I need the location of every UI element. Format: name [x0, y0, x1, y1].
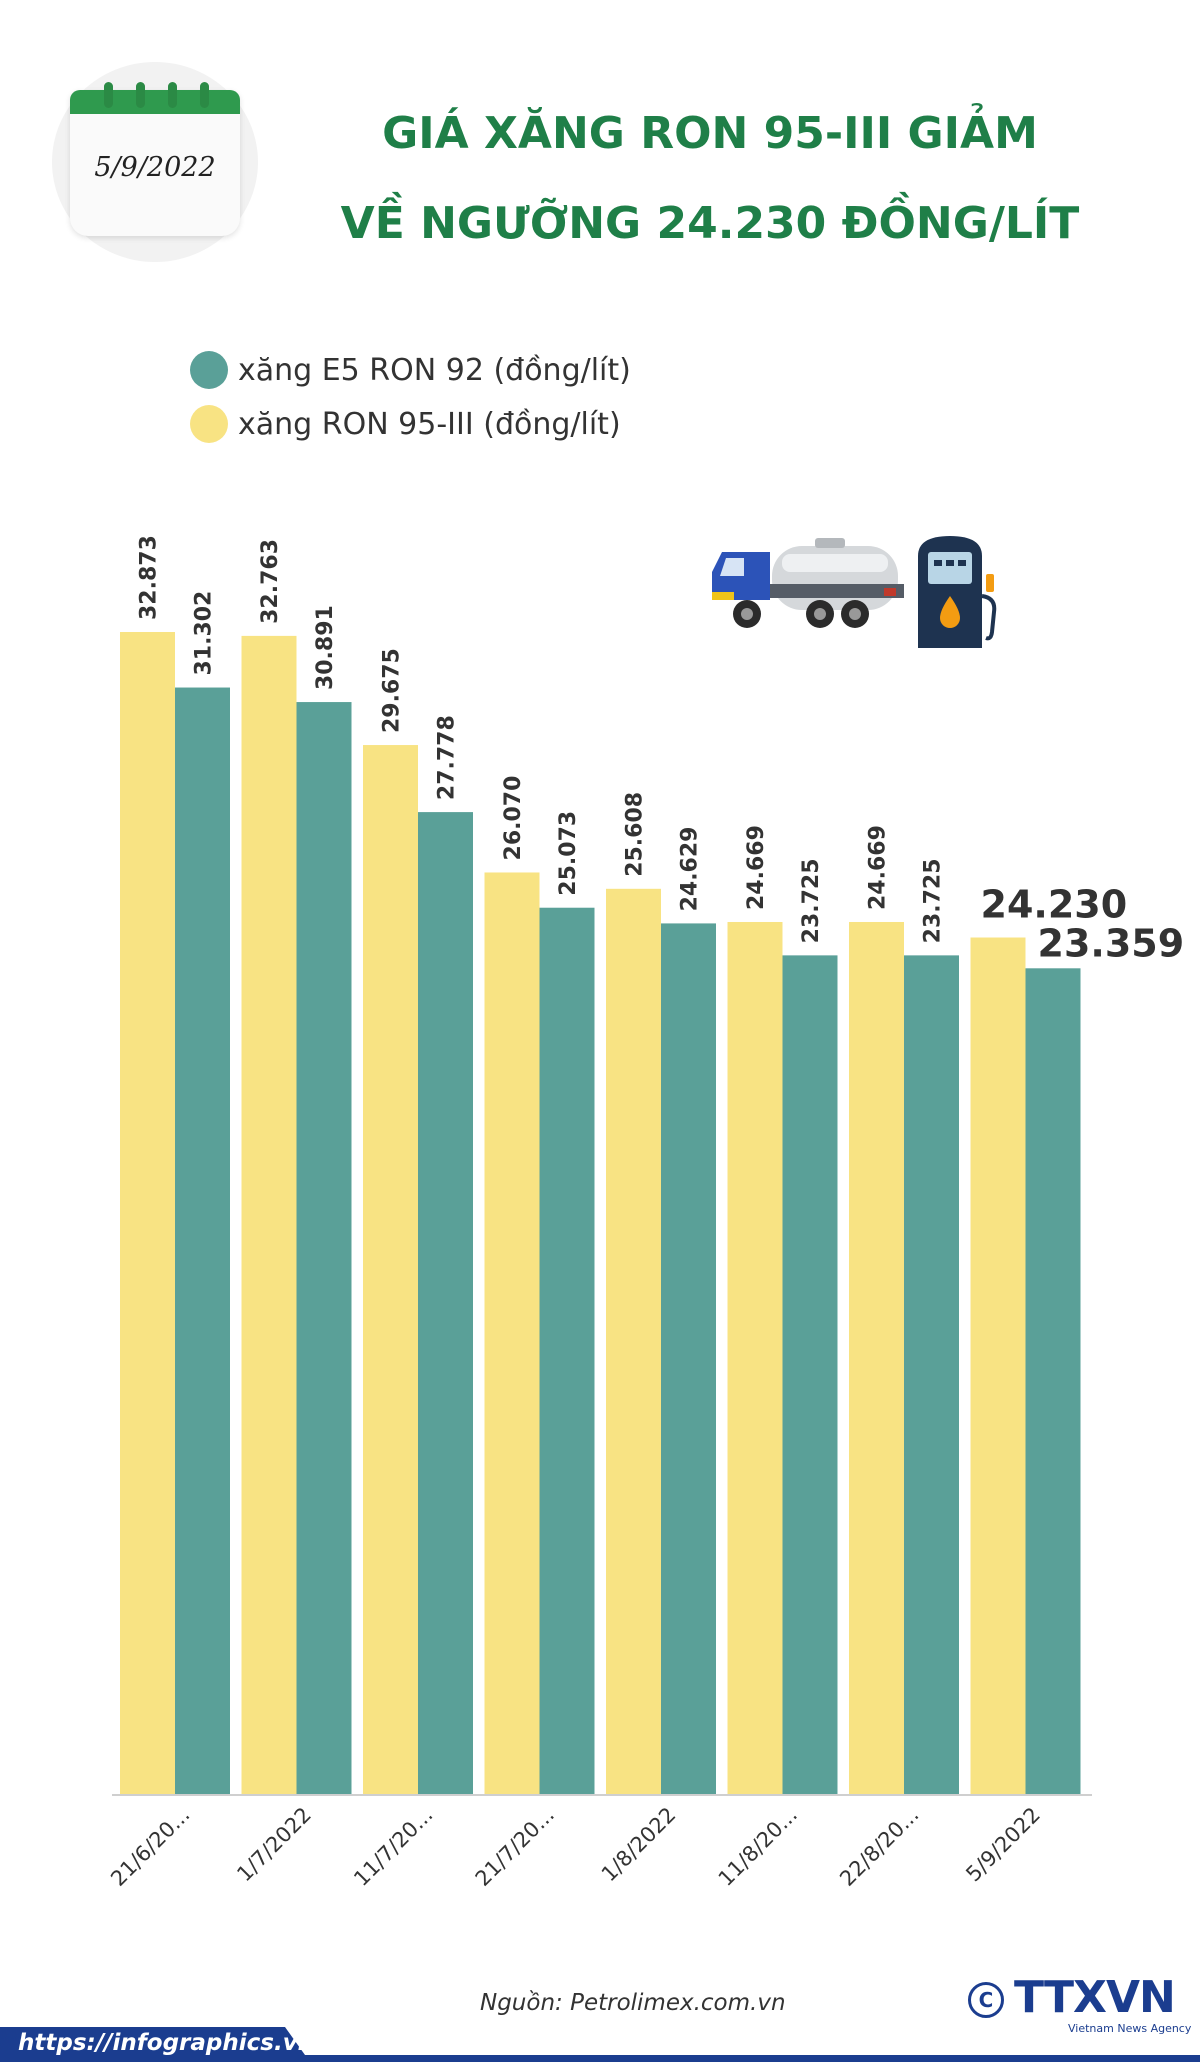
copyright-icon: C — [968, 1982, 1004, 2018]
value-label-e5: 23.725 — [799, 858, 824, 943]
bar-e5 — [782, 955, 838, 1794]
footer-website-link[interactable]: https://infographics.vn — [18, 2030, 315, 2056]
legend-swatch-e5 — [190, 351, 228, 389]
value-labels-group: 32.873 31.302 32.763 30.891 29.675 27.778 26.0… — [137, 535, 1185, 965]
bar-e5 — [296, 702, 352, 1794]
bar-e5 — [418, 812, 473, 1794]
footer-line — [300, 2055, 1200, 2062]
bar-ron95 — [970, 937, 1026, 1794]
value-label-e5: 27.778 — [435, 715, 460, 800]
bar-e5 — [175, 687, 230, 1794]
legend-label-e5: xăng E5 RON 92 (đồng/lít) — [238, 352, 631, 388]
legend-item-ron95: xăng RON 95-III (đồng/lít) — [190, 404, 621, 444]
bars-group — [112, 632, 1092, 1796]
ttxvn-logo-subtitle: Vietnam News Agency — [1068, 2022, 1192, 2035]
fuel-pump-icon — [918, 536, 997, 648]
calendar-badge: 5/9/2022 — [52, 62, 258, 262]
x-tick-label: 1/8/2022 — [597, 1803, 681, 1887]
value-label-ron95: 25.608 — [623, 792, 648, 877]
value-label-ron95: 24.230 — [981, 883, 1128, 927]
x-tick-label: 1/7/2022 — [232, 1803, 316, 1887]
x-tick-label: 21/7/20... — [471, 1803, 559, 1891]
ttxvn-logo: TTXVN — [1014, 1972, 1176, 2023]
value-label-ron95: 32.763 — [258, 539, 283, 624]
calendar-icon: 5/9/2022 — [70, 90, 240, 236]
value-label-ron95: 32.873 — [137, 535, 162, 620]
tanker-truck-icon — [712, 538, 904, 628]
bar-e5 — [539, 907, 595, 1794]
bar-ron95 — [727, 921, 783, 1794]
value-label-e5: 23.359 — [1038, 921, 1185, 965]
calendar-ring-icon — [136, 82, 145, 108]
footer-bar — [0, 2027, 310, 2062]
source-text: Nguồn: Petrolimex.com.vn — [480, 1990, 786, 2016]
x-tick-label: 5/9/2022 — [961, 1803, 1045, 1887]
x-tick-label: 21/6/20... — [106, 1803, 194, 1891]
value-label-e5: 25.073 — [556, 811, 581, 896]
bar-ron95 — [484, 872, 540, 1794]
calendar-ring-icon — [104, 82, 113, 108]
value-label-e5: 23.725 — [921, 858, 946, 943]
value-label-ron95: 24.669 — [744, 825, 769, 910]
legend-item-e5: xăng E5 RON 92 (đồng/lít) — [190, 350, 631, 390]
bar-e5 — [661, 923, 716, 1794]
value-label-ron95: 29.675 — [380, 648, 405, 733]
legend-swatch-ron95 — [190, 405, 228, 443]
value-label-e5: 30.891 — [313, 605, 338, 690]
bar-e5 — [904, 955, 959, 1794]
calendar-header — [70, 90, 240, 114]
value-label-ron95: 24.669 — [866, 825, 891, 910]
page-title-line2: VỀ NGƯỠNG 24.230 ĐỒNG/LÍT — [340, 198, 1080, 249]
bar-chart: 32.873 31.302 32.763 30.891 29.675 27.778 26.0… — [106, 535, 1185, 1891]
bar-ron95 — [241, 635, 297, 1794]
bar-ron95 — [606, 888, 661, 1794]
bar-ron95 — [849, 921, 904, 1794]
value-label-e5: 31.302 — [192, 591, 217, 676]
bar-e5 — [1025, 968, 1081, 1794]
legend-label-ron95: xăng RON 95-III (đồng/lít) — [238, 406, 621, 442]
x-tick-labels-group: 21/6/20... 1/7/2022 11/7/20... 21/7/20... 1/… — [106, 1803, 1045, 1891]
bar-ron95 — [120, 632, 175, 1794]
calendar-date: 5/9/2022 — [94, 152, 216, 183]
calendar-ring-icon — [200, 82, 209, 108]
calendar-ring-icon — [168, 82, 177, 108]
bar-ron95 — [363, 745, 418, 1794]
value-label-e5: 24.629 — [678, 827, 703, 912]
value-label-ron95: 26.070 — [501, 776, 526, 861]
x-tick-label: 11/8/20... — [714, 1803, 802, 1891]
x-tick-label: 22/8/20... — [835, 1803, 923, 1891]
x-tick-label: 11/7/20... — [349, 1803, 437, 1891]
page-title-line1: GIÁ XĂNG RON 95-III GIẢM — [382, 108, 1038, 159]
